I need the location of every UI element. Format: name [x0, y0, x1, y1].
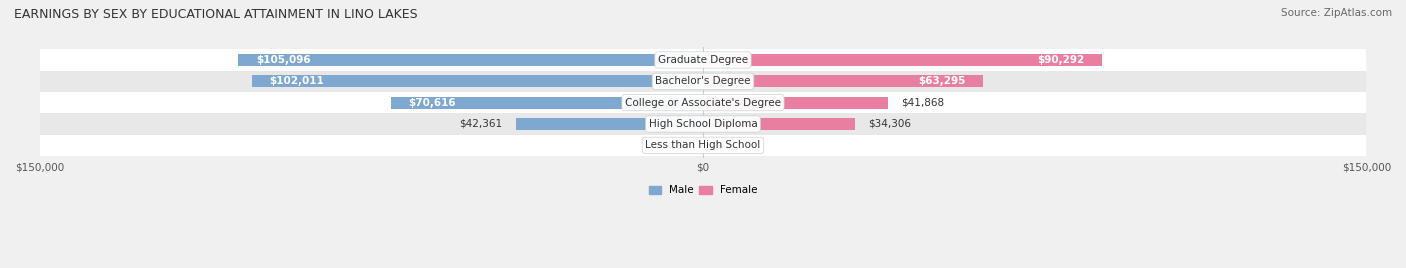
Bar	[252, 75, 703, 87]
Text: College or Associate's Degree: College or Associate's Degree	[626, 98, 780, 108]
Bar	[516, 118, 703, 130]
Legend: Male, Female: Male, Female	[644, 181, 762, 200]
Text: $105,096: $105,096	[256, 55, 311, 65]
Bar	[39, 135, 1367, 156]
Bar	[391, 97, 703, 109]
Bar	[39, 71, 1367, 92]
Text: $42,361: $42,361	[460, 119, 502, 129]
Bar	[39, 49, 1367, 71]
Bar	[703, 75, 983, 87]
Text: $0: $0	[676, 140, 690, 150]
Text: Bachelor's Degree: Bachelor's Degree	[655, 76, 751, 86]
Bar	[238, 54, 703, 66]
Text: Source: ZipAtlas.com: Source: ZipAtlas.com	[1281, 8, 1392, 18]
Text: $90,292: $90,292	[1038, 55, 1084, 65]
Text: $41,868: $41,868	[901, 98, 945, 108]
Text: $63,295: $63,295	[918, 76, 966, 86]
Text: $34,306: $34,306	[868, 119, 911, 129]
Text: High School Diploma: High School Diploma	[648, 119, 758, 129]
Text: Graduate Degree: Graduate Degree	[658, 55, 748, 65]
Text: $70,616: $70,616	[408, 98, 456, 108]
Bar	[39, 113, 1367, 135]
Text: EARNINGS BY SEX BY EDUCATIONAL ATTAINMENT IN LINO LAKES: EARNINGS BY SEX BY EDUCATIONAL ATTAINMEN…	[14, 8, 418, 21]
Bar	[39, 92, 1367, 113]
Text: $0: $0	[716, 140, 730, 150]
Bar	[703, 97, 889, 109]
Text: $102,011: $102,011	[270, 76, 325, 86]
Bar	[703, 118, 855, 130]
Bar	[703, 54, 1102, 66]
Text: Less than High School: Less than High School	[645, 140, 761, 150]
